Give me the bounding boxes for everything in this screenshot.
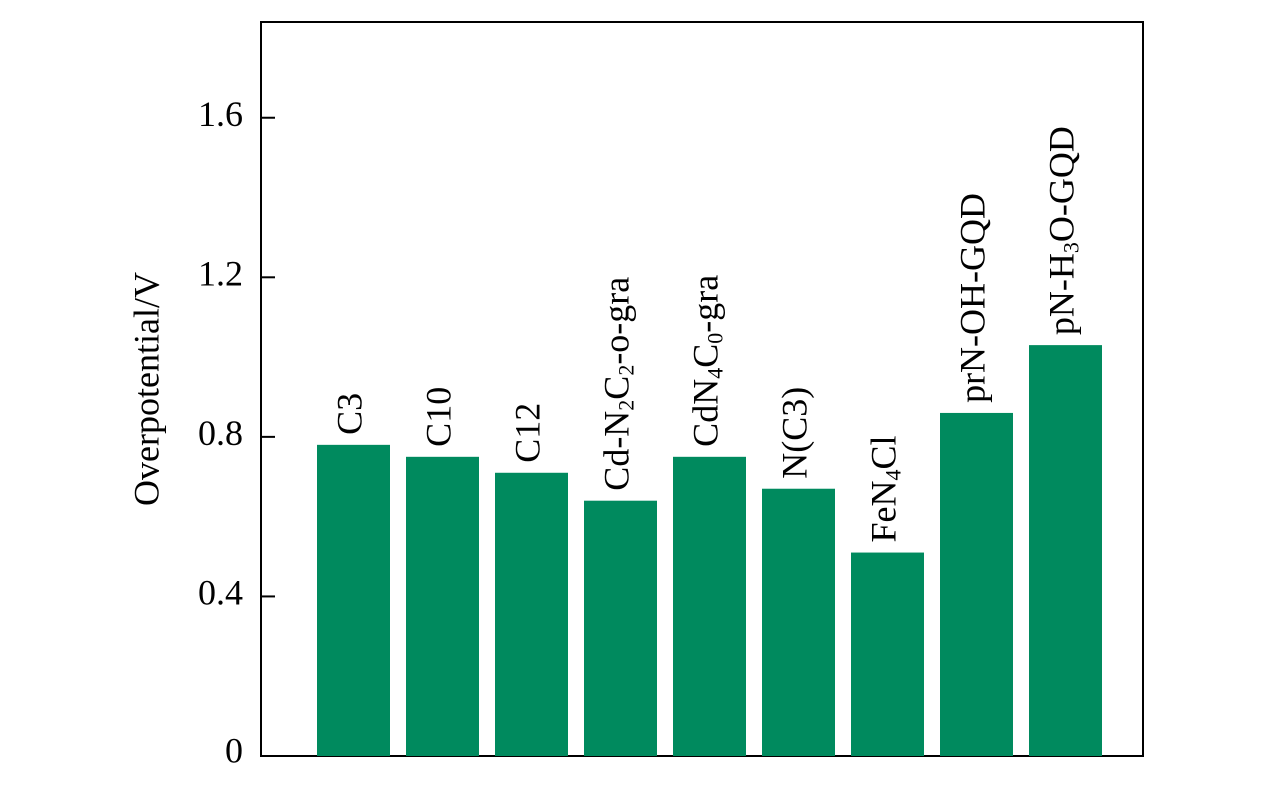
bar-label: C12 [508, 403, 548, 463]
bar-n-c3- [762, 488, 835, 756]
bar-prn-oh-gqd [940, 412, 1013, 756]
y-tick-label: 1.6 [198, 94, 243, 134]
bar-c3 [317, 444, 390, 756]
bar-label: Cd-N2C2-o-gra [597, 277, 639, 491]
bar-c12 [495, 472, 568, 756]
bars [317, 345, 1102, 756]
y-axis-ticks: 0 0.4 0.8 1.2 1.6 [198, 94, 275, 770]
bar-fen4cl [851, 552, 924, 756]
bar-c10 [406, 456, 479, 756]
y-tick-label: 0.8 [198, 413, 243, 453]
y-tick-label: 0.4 [198, 573, 243, 613]
bar-label: C3 [330, 393, 370, 435]
bar-label: FeN4Cl [864, 436, 906, 543]
bar-pn-h3o-gqd [1029, 345, 1102, 756]
bar-labels: C3 C10 C12 Cd-N2C2-o-gra CdN4C0-gra N(C3) FeN4… [330, 126, 1084, 542]
bar-label: pN-H3O-GQD [1042, 126, 1084, 335]
bar-cd-n2c2-o-gra [584, 500, 657, 756]
bar-label: CdN4C0-gra [686, 275, 728, 447]
y-axis-title: Overpotential/V [126, 272, 166, 506]
bar-label: N(C3) [775, 387, 815, 479]
y-tick-label: 1.2 [198, 254, 243, 294]
y-tick-label: 0 [225, 730, 243, 770]
bar-cdn4c0-gra [673, 456, 746, 756]
bar-label: C10 [419, 387, 459, 447]
bar-label: prN-OH-GQD [953, 193, 993, 403]
